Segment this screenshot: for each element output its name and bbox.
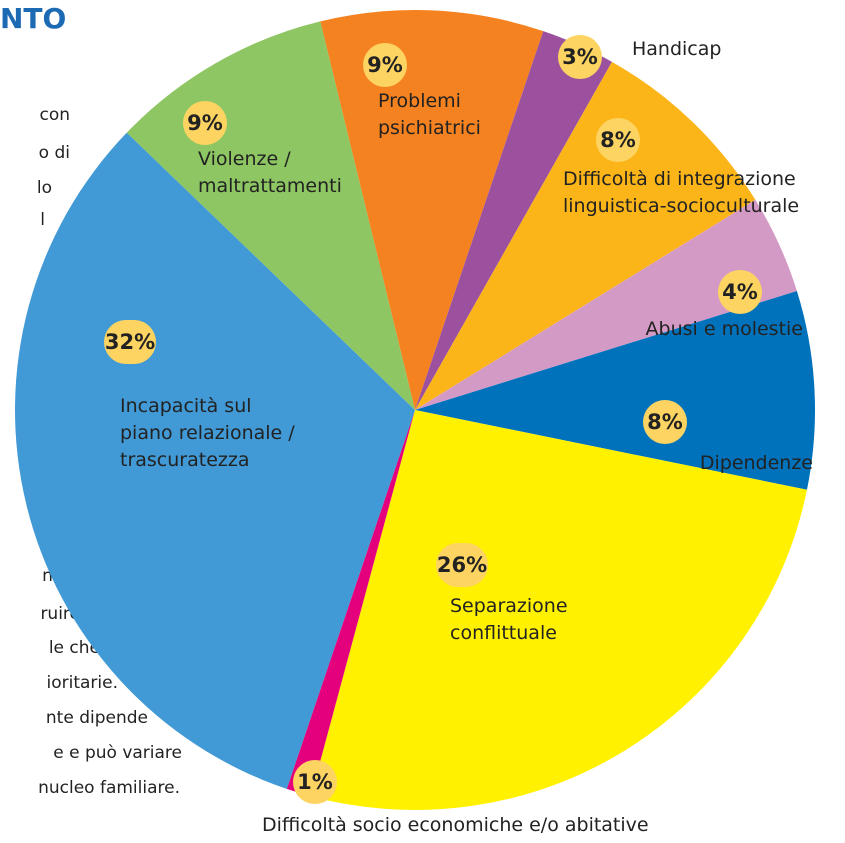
pie-slice: [415, 61, 756, 410]
slice-label: Problemi psichiatrici: [378, 90, 481, 139]
text-fragment: ioritarie.: [46, 673, 119, 693]
slice-label: Incapacità sul piano relazionale / trasc…: [120, 395, 295, 471]
pie-slice: [286, 410, 415, 797]
text-fragment: e e può variare: [53, 743, 182, 763]
slice-label: Handicap: [632, 38, 722, 60]
percent-badge: 8%: [643, 400, 687, 444]
percent-badge: 3%: [558, 35, 602, 79]
heading: NTO: [0, 2, 67, 35]
percent-badge: 1%: [293, 760, 337, 804]
text-fragment: o di: [38, 143, 70, 163]
text-fragment: nte dipende: [45, 708, 148, 728]
pie-slice: [415, 291, 816, 490]
slice-label: Dipendenze: [699, 452, 813, 474]
pie-slice: [15, 132, 416, 789]
percent-badge: 8%: [596, 118, 640, 162]
percent-badge: 9%: [363, 43, 407, 87]
percent-badge: 9%: [183, 101, 227, 145]
slice-label: Difficoltà di integrazione linguistica-s…: [563, 168, 800, 217]
text-fragment: con: [39, 105, 70, 125]
slice-label: Difficoltà socio economiche e/o abitativ…: [262, 814, 649, 836]
text-fragment: nucleo familiare.: [38, 778, 180, 798]
text-fragment: lo: [36, 178, 52, 198]
slice-label: Separazione conflittuale: [450, 595, 568, 644]
pie-slice: [320, 9, 544, 410]
text-fragment: le che: [48, 638, 100, 658]
pie-slice: [415, 31, 612, 411]
percent-badge: 32%: [104, 320, 156, 364]
text-fragment: l: [40, 210, 45, 230]
slice-label: Abusi e molestie: [645, 318, 803, 340]
percent-badge: 26%: [436, 543, 488, 587]
percent-badge: 4%: [718, 270, 762, 314]
pie-slice: [310, 410, 807, 810]
pie-slice: [415, 199, 797, 410]
slice-label: Violenze / maltrattamenti: [198, 148, 342, 197]
